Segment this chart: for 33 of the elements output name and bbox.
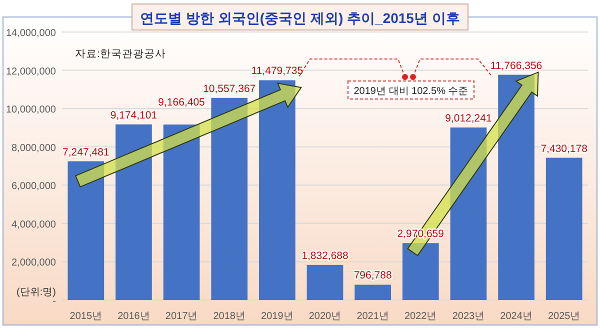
data-label: 10,557,367	[203, 82, 256, 95]
y-tick-label: 6,000,000	[12, 181, 56, 192]
y-tick-label: 8,000,000	[12, 142, 56, 154]
data-label: 9,174,101	[110, 109, 158, 122]
y-tick-label: 14,000,000	[6, 28, 56, 39]
annotation: 자료:한국관광공사	[75, 48, 166, 60]
x-tick-label: 2025년	[548, 311, 580, 322]
data-label: 7,247,481	[62, 146, 110, 158]
y-tick-label: 2,000,000	[12, 258, 56, 269]
annotation: 2019년 대비 102.5% 수준	[354, 86, 468, 97]
y-tick-label: 12,000,000	[6, 66, 56, 78]
chart-title: 연도별 방한 외국인(중국인 제외) 추이_2015년 이후	[140, 10, 460, 26]
x-tick-label: 2021년	[356, 311, 389, 322]
text: (단위:명)	[16, 287, 56, 298]
data-label: 9,012,241	[445, 112, 492, 124]
x-tick-label: 2022년	[404, 311, 437, 322]
x-tick-label: 2019년	[261, 311, 294, 322]
data-label: 796,788	[354, 270, 392, 282]
x-tick-label: 2018년	[213, 311, 246, 322]
y-tick-label: -	[52, 296, 56, 307]
y-tick-label: 10,000,000	[6, 104, 56, 116]
x-tick-label: 2023년	[452, 311, 485, 322]
x-tick-label: 2020년	[308, 311, 342, 322]
x-tick-label: 2017년	[165, 311, 198, 322]
x-tick-label: 2024년	[500, 311, 532, 322]
data-label: 7,430,178	[540, 142, 588, 155]
x-tick-label: 2016년	[118, 311, 150, 322]
y-tick-label: 4,000,000	[12, 219, 56, 230]
data-label: 11,479,735	[251, 65, 304, 78]
x-tick-label: 2015년	[70, 311, 102, 322]
data-label: 1,832,688	[302, 250, 349, 262]
data-label: 11,766,356	[490, 60, 542, 72]
data-label: 9,166,405	[158, 96, 206, 108]
